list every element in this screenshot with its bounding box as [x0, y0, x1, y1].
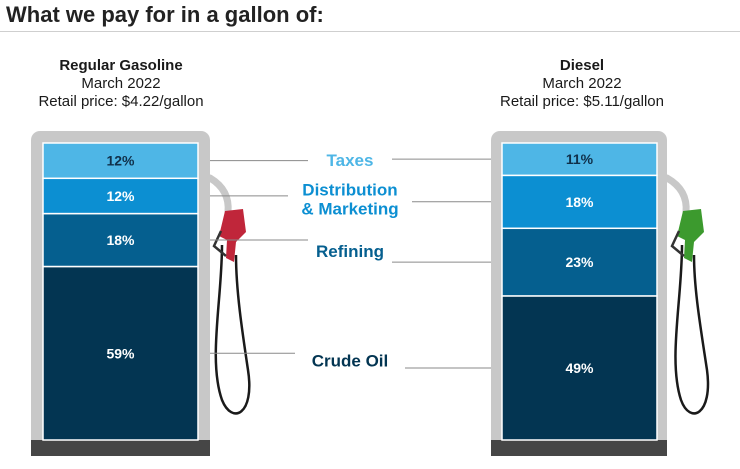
category-label-line: Taxes [327, 151, 374, 170]
diesel-title: Diesel [559, 57, 605, 74]
category-label-taxes: Taxes [327, 151, 374, 170]
gasoline-header: Regular Gasoline March 2022 Retail price… [1, 57, 241, 111]
category-label-line: Crude Oil [312, 352, 389, 371]
gasoline-pump-base [31, 440, 210, 456]
leader-lines [210, 158, 491, 369]
category-label-refining: Refining [316, 242, 384, 261]
gasoline-segment-crude-oil [42, 265, 199, 441]
gasoline-label-refining: 18% [106, 232, 135, 248]
category-label-crude-oil: Crude Oil [312, 352, 389, 371]
diesel-pump-base [491, 440, 667, 456]
gasoline-segment-taxes [42, 142, 199, 180]
gasoline-title: Regular Gasoline [59, 57, 183, 74]
gasoline-price: Retail price: $4.22/gallon [38, 93, 204, 110]
diesel-nozzle-icon [663, 174, 710, 415]
gasoline-label-crude-oil: 59% [106, 345, 135, 361]
diesel-label-distribution-marketing: 18% [565, 194, 594, 210]
category-label-line: & Marketing [301, 199, 398, 218]
gasoline-label-distribution-marketing: 12% [106, 188, 135, 204]
diesel-label-taxes: 11% [566, 151, 594, 167]
diesel-segment-crude-oil [501, 295, 658, 441]
gasoline-period: March 2022 [81, 75, 161, 92]
diesel-segment-taxes [501, 142, 658, 177]
category-labels: Crude Oil Refining Distribution & Marketing… [301, 151, 398, 371]
diesel-period: March 2022 [542, 75, 622, 92]
gasoline-nozzle-icon [206, 174, 251, 415]
diesel-segment-distribution-marketing [501, 174, 658, 230]
title-divider [0, 31, 740, 32]
page-title: What we pay for in a gallon of: [6, 2, 324, 27]
category-label-line: Distribution [302, 180, 397, 199]
category-label-distribution-marketing: Distribution & Marketing [301, 180, 398, 218]
diesel-label-refining: 23% [565, 254, 594, 270]
gasoline-segment-refining [42, 212, 199, 268]
gasoline-label-taxes: 12% [106, 153, 135, 169]
gasoline-segment-distribution-marketing [42, 177, 199, 215]
diesel-header: Diesel March 2022 Retail price: $5.11/ga… [462, 57, 702, 111]
diesel-label-crude-oil: 49% [565, 360, 594, 376]
category-label-line: Refining [316, 242, 384, 261]
diesel-price: Retail price: $5.11/gallon [500, 93, 664, 110]
stacked-bars: 59% 18% 12% 12% 49% 23% 18% 11% [42, 142, 658, 441]
